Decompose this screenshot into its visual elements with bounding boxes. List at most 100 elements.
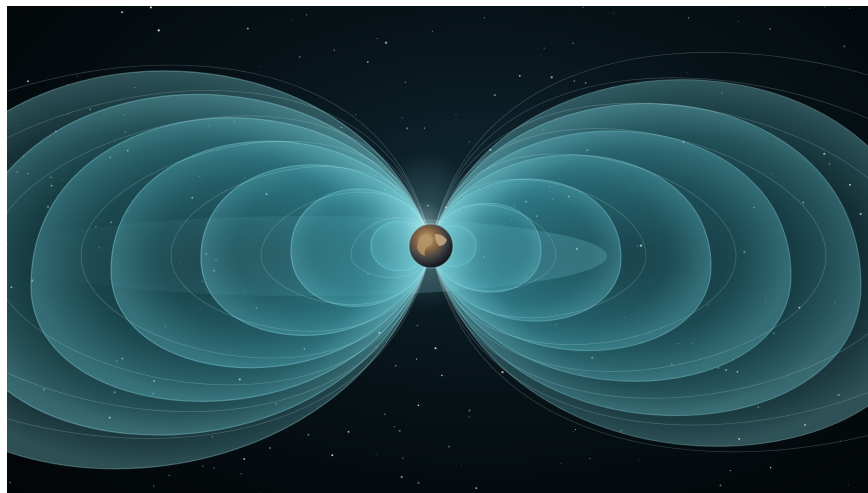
star — [258, 65, 260, 67]
star — [213, 467, 215, 469]
star — [417, 404, 420, 407]
star — [393, 426, 396, 428]
star — [236, 471, 237, 473]
star — [573, 80, 576, 83]
earth-continent — [435, 234, 447, 246]
field-line — [430, 128, 827, 372]
star — [400, 475, 403, 479]
star — [687, 72, 689, 73]
star — [431, 30, 433, 32]
star — [849, 8, 851, 9]
field-line — [80, 141, 432, 359]
star — [769, 28, 771, 30]
star — [501, 370, 504, 374]
star — [331, 454, 334, 457]
star — [468, 141, 470, 143]
star — [423, 127, 426, 129]
star — [441, 374, 443, 377]
star — [638, 459, 640, 461]
star — [366, 61, 369, 63]
star — [572, 42, 574, 45]
field-line — [430, 179, 647, 319]
star — [298, 56, 301, 58]
star — [384, 41, 388, 44]
star — [434, 347, 437, 350]
star — [347, 430, 350, 433]
star — [687, 17, 690, 19]
star — [847, 484, 849, 486]
star — [845, 92, 847, 93]
star — [269, 447, 271, 449]
star — [401, 117, 403, 119]
star — [719, 484, 722, 487]
star — [540, 75, 541, 76]
star — [333, 49, 336, 51]
star — [376, 38, 378, 40]
star — [570, 9, 571, 11]
field-lobe — [430, 79, 868, 447]
earth — [408, 223, 454, 269]
field-line — [7, 64, 432, 439]
star — [404, 81, 407, 84]
star — [27, 80, 29, 83]
star — [401, 457, 404, 459]
star — [246, 27, 249, 30]
field-lobe — [7, 70, 432, 470]
field-lobes-dayside — [7, 70, 432, 470]
star — [149, 6, 152, 9]
star — [560, 463, 562, 464]
star — [584, 82, 587, 84]
field-line — [7, 90, 432, 412]
star — [306, 14, 308, 16]
star — [572, 431, 574, 433]
star — [307, 433, 310, 436]
field-lines — [7, 52, 868, 453]
earth-continent — [417, 234, 433, 256]
star — [384, 413, 386, 416]
star — [354, 114, 357, 116]
star — [769, 467, 772, 469]
star — [468, 409, 471, 412]
star — [840, 440, 842, 442]
star — [416, 324, 419, 327]
star — [260, 491, 261, 493]
star — [589, 458, 591, 460]
star — [475, 487, 478, 489]
star — [468, 416, 470, 418]
earth-atmosphere — [408, 223, 454, 269]
field-line — [430, 52, 868, 453]
star — [202, 465, 204, 467]
star — [406, 127, 409, 130]
star — [738, 20, 739, 22]
earth-globe — [409, 224, 453, 268]
star — [168, 474, 170, 476]
field-lobes-nightside — [430, 79, 868, 447]
star — [416, 358, 418, 360]
star — [540, 54, 541, 55]
field-line — [430, 102, 868, 399]
field-line — [430, 77, 868, 426]
star — [121, 11, 124, 14]
star — [518, 74, 521, 77]
star — [153, 485, 155, 487]
star — [291, 19, 292, 20]
star — [455, 114, 457, 116]
star — [843, 45, 846, 48]
star — [729, 469, 732, 472]
star — [483, 17, 486, 19]
star — [824, 6, 826, 8]
star — [543, 47, 545, 49]
star — [417, 481, 420, 485]
field-line — [170, 166, 432, 332]
star — [461, 464, 463, 466]
star — [240, 473, 242, 475]
star — [243, 458, 246, 460]
star — [76, 75, 78, 77]
star — [395, 365, 397, 367]
star — [376, 453, 378, 455]
field-line — [7, 115, 432, 386]
star — [574, 428, 577, 431]
magnetosphere-canvas — [7, 6, 868, 493]
star — [550, 76, 553, 79]
